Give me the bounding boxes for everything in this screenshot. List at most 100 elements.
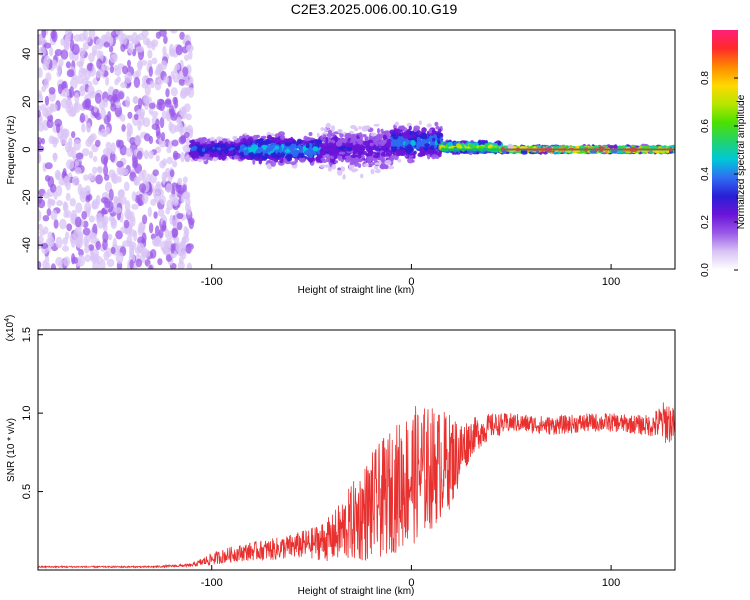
spectrogram-cell xyxy=(154,225,160,237)
spectrogram-cell xyxy=(160,60,168,70)
spectrogram-cell xyxy=(151,57,158,65)
spectrogram-cell xyxy=(254,153,261,158)
spectrogram-cell xyxy=(50,263,57,269)
spectrogram-cell xyxy=(93,105,98,113)
spectrogram-cell xyxy=(38,235,44,246)
spectrogram-cell xyxy=(416,143,421,150)
spectrogram-cell xyxy=(109,65,115,74)
spectrogram-cell xyxy=(165,183,173,193)
spectrogram-cell xyxy=(421,127,427,133)
spectrogram-cell xyxy=(47,198,56,205)
spectrogram-cell xyxy=(92,166,98,175)
spectrogram-cell xyxy=(79,85,86,92)
spectrogram-cell xyxy=(65,61,71,69)
spectrogram-cell xyxy=(155,154,160,162)
spectrogram-cell xyxy=(176,212,184,220)
y-tick-label: 0 xyxy=(21,146,33,152)
spectrogram-cell xyxy=(308,132,313,136)
spectrogram-cell xyxy=(100,259,106,269)
spectrogram-cell xyxy=(378,140,382,145)
spectrogram-cell xyxy=(380,127,384,134)
spectrogram-cell xyxy=(142,249,151,258)
spectrogram-cell xyxy=(402,134,410,139)
spectrogram-cell xyxy=(146,173,152,184)
spectrogram-cell xyxy=(183,226,188,234)
spectrogram-cell xyxy=(48,236,55,248)
spectrogram-cell xyxy=(432,137,436,142)
spectrogram-cell xyxy=(166,156,173,165)
y-tick-label: -40 xyxy=(21,237,33,253)
spectrogram-cell xyxy=(133,176,141,186)
spectrogram-cell xyxy=(132,96,139,104)
spectrogram-cell xyxy=(62,88,70,98)
spectrogram-cell xyxy=(150,110,159,118)
spectrogram-cell xyxy=(270,161,276,167)
spectrogram-cell xyxy=(55,256,63,267)
spectrogram-cell xyxy=(369,142,374,147)
spectrogram-cell xyxy=(126,211,133,221)
spectrogram-cell xyxy=(185,113,192,121)
spectrogram-cell xyxy=(75,152,84,160)
spectrogram-cell xyxy=(85,98,92,109)
spectrogram-cell xyxy=(101,215,109,225)
spectrogram-cell xyxy=(64,231,70,240)
spectrogram-cell xyxy=(384,130,391,136)
spectrogram-cell xyxy=(69,86,74,98)
spectrogram-cell xyxy=(164,99,172,108)
spectrogram-cell xyxy=(110,151,116,163)
spectrogram-cell xyxy=(78,47,86,56)
spectrogram-cell xyxy=(105,126,110,136)
spectrogram-cell xyxy=(284,142,292,147)
spectrogram-cell xyxy=(147,206,152,217)
spectrogram-cell xyxy=(322,155,326,158)
spectrogram-cell xyxy=(69,197,77,207)
spectrogram-cell xyxy=(74,167,82,175)
spectrogram-cell xyxy=(370,146,375,151)
spectrogram-cell xyxy=(339,166,346,172)
spectrogram-cell xyxy=(69,233,76,244)
spectrogram-cell xyxy=(384,159,392,166)
spectrogram-cell xyxy=(216,146,221,151)
spectrogram-cell xyxy=(156,98,165,106)
spectrogram-cell xyxy=(115,30,123,36)
spectrogram-cell xyxy=(160,132,166,142)
spectrogram-cell xyxy=(43,77,49,89)
spectrogram-cell xyxy=(284,149,291,153)
spectrogram-cell xyxy=(393,128,398,132)
spectrogram-cell xyxy=(344,136,348,143)
spectrogram-cell xyxy=(87,85,95,97)
spectrogram-cell xyxy=(343,148,347,153)
spectrogram-cell xyxy=(112,88,120,101)
spectrogram-cell xyxy=(497,140,502,146)
spectrogram-cell xyxy=(84,114,89,123)
spectrogram-cell xyxy=(100,154,109,165)
spectrogram-cell xyxy=(413,127,418,133)
snr-panel: -100 0 100 0.5 1.0 1.5 (x104) Height of stra… xyxy=(4,315,676,597)
spectrogram-cell xyxy=(239,144,246,150)
spectrogram-cell xyxy=(359,145,364,150)
spectrogram-cell xyxy=(86,63,93,72)
spectrogram-cell xyxy=(123,181,130,192)
spectrogram-cell xyxy=(65,192,71,201)
spectrogram-cell xyxy=(132,156,139,168)
spectrogram-cell xyxy=(43,55,51,66)
spectrogram-cell xyxy=(327,142,334,147)
spectrogram-cell xyxy=(100,63,105,76)
spectrogram-y-ticks: -40 -20 0 20 40 xyxy=(21,48,43,253)
spectrogram-cell xyxy=(333,148,337,154)
spectrogram-cell xyxy=(159,116,165,129)
spectrogram-cell xyxy=(138,170,144,181)
spectrogram-cell xyxy=(78,249,84,257)
spectrogram-cell xyxy=(116,76,121,83)
spectrogram-cell xyxy=(157,258,163,266)
spectrogram-cell xyxy=(154,183,162,195)
spectrogram-cell xyxy=(170,112,178,121)
spectrogram-cell xyxy=(200,137,207,141)
spectrogram-cell xyxy=(361,125,369,132)
spectrogram-cell xyxy=(338,146,345,150)
spectrogram-cell xyxy=(38,151,41,163)
spectrogram-cell xyxy=(427,153,431,160)
spectrogram-cell xyxy=(260,135,267,139)
spectrogram-cell xyxy=(153,191,161,203)
colorbar-label: Normalized spectral amplitude xyxy=(736,94,747,229)
